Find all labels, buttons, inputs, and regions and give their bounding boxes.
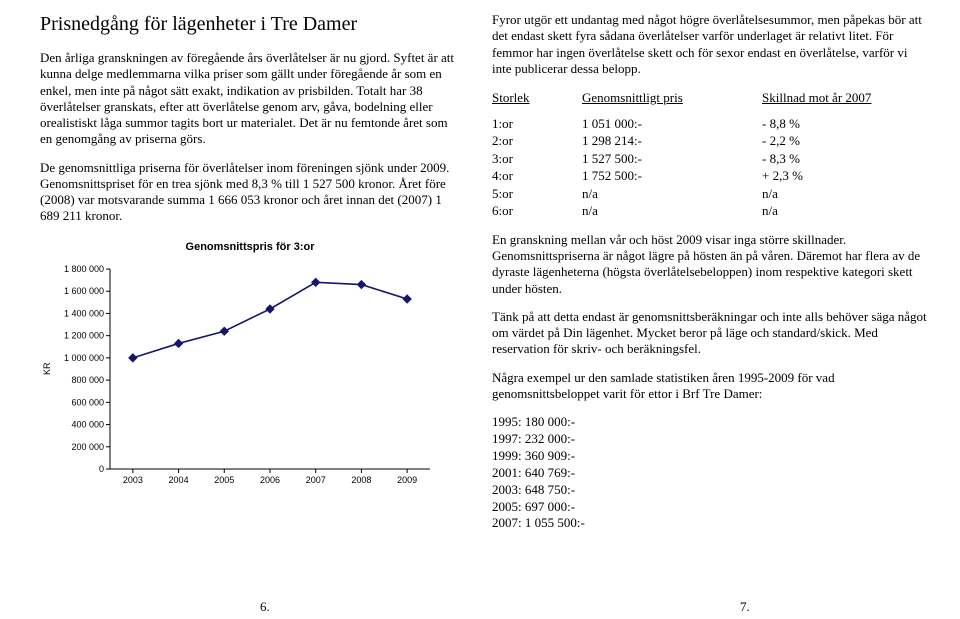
table-row: 4:or1 752 500:-+ 2,3 % xyxy=(492,167,930,185)
svg-text:1 800 000: 1 800 000 xyxy=(64,264,104,274)
right-paragraph-1: Fyror utgör ett undantag med något högre… xyxy=(492,12,930,77)
th-price: Genomsnittligt pris xyxy=(582,89,762,107)
table-row: 5:orn/an/a xyxy=(492,185,930,203)
table-row: 6:orn/an/a xyxy=(492,202,930,220)
td-diff: n/a xyxy=(762,185,922,203)
example-line: 2005: 697 000:- xyxy=(492,499,930,516)
example-line: 1999: 360 909:- xyxy=(492,448,930,465)
right-paragraph-3: Tänk på att detta endast är genomsnittsb… xyxy=(492,309,930,358)
left-paragraph-2: De genomsnittliga priserna för överlåtel… xyxy=(40,160,460,225)
chart-title: Genomsnittspris för 3:or xyxy=(40,241,460,253)
page-title: Prisnedgång för lägenheter i Tre Damer xyxy=(40,12,460,36)
table-row: 3:or1 527 500:-- 8,3 % xyxy=(492,150,930,168)
right-paragraph-4: Några exempel ur den samlade statistiken… xyxy=(492,370,930,403)
svg-text:600 000: 600 000 xyxy=(71,397,104,407)
td-price: 1 298 214:- xyxy=(582,132,762,150)
table-row: 1:or1 051 000:-- 8,8 % xyxy=(492,115,930,133)
td-size: 2:or xyxy=(492,132,582,150)
td-diff: - 8,3 % xyxy=(762,150,922,168)
example-line: 1997: 232 000:- xyxy=(492,431,930,448)
svg-text:800 000: 800 000 xyxy=(71,375,104,385)
td-size: 4:or xyxy=(492,167,582,185)
td-price: 1 527 500:- xyxy=(582,150,762,168)
right-paragraph-2: En granskning mellan vår och höst 2009 v… xyxy=(492,232,930,297)
table-row: 2:or1 298 214:-- 2,2 % xyxy=(492,132,930,150)
chart-container: Genomsnittspris för 3:or KR 0 200 000 400 … xyxy=(40,241,460,491)
svg-text:1 000 000: 1 000 000 xyxy=(64,352,104,362)
svg-text:2004: 2004 xyxy=(169,475,189,485)
table-header-row: Storlek Genomsnittligt pris Skillnad mot… xyxy=(492,89,930,107)
svg-text:2005: 2005 xyxy=(214,475,234,485)
svg-text:2003: 2003 xyxy=(123,475,143,485)
svg-text:1 400 000: 1 400 000 xyxy=(64,308,104,318)
svg-text:0: 0 xyxy=(99,464,104,474)
td-price: n/a xyxy=(582,185,762,203)
example-line: 1995: 180 000:- xyxy=(492,414,930,431)
svg-text:200 000: 200 000 xyxy=(71,441,104,451)
td-size: 5:or xyxy=(492,185,582,203)
svg-text:1 600 000: 1 600 000 xyxy=(64,286,104,296)
example-line: 2003: 648 750:- xyxy=(492,482,930,499)
td-price: n/a xyxy=(582,202,762,220)
svg-text:2007: 2007 xyxy=(306,475,326,485)
td-price: 1 752 500:- xyxy=(582,167,762,185)
td-diff: - 8,8 % xyxy=(762,115,922,133)
svg-text:1 200 000: 1 200 000 xyxy=(64,330,104,340)
th-diff: Skillnad mot år 2007 xyxy=(762,89,922,107)
examples-list: 1995: 180 000:-1997: 232 000:-1999: 360 … xyxy=(492,414,930,532)
th-size: Storlek xyxy=(492,89,582,107)
price-table: Storlek Genomsnittligt pris Skillnad mot… xyxy=(492,89,930,220)
td-diff: n/a xyxy=(762,202,922,220)
left-paragraph-1: Den årliga granskningen av föregående år… xyxy=(40,50,460,148)
line-chart: 0 200 000 400 000 600 000 800 000 1 000 000 1 … xyxy=(52,259,452,491)
svg-text:2009: 2009 xyxy=(397,475,417,485)
td-price: 1 051 000:- xyxy=(582,115,762,133)
example-line: 2001: 640 769:- xyxy=(492,465,930,482)
page-number-right: 7. xyxy=(740,599,750,615)
td-diff: + 2,3 % xyxy=(762,167,922,185)
td-size: 1:or xyxy=(492,115,582,133)
td-size: 6:or xyxy=(492,202,582,220)
svg-text:400 000: 400 000 xyxy=(71,419,104,429)
example-line: 2007: 1 055 500:- xyxy=(492,515,930,532)
td-size: 3:or xyxy=(492,150,582,168)
svg-text:2008: 2008 xyxy=(351,475,371,485)
td-diff: - 2,2 % xyxy=(762,132,922,150)
chart-y-axis-label: KR xyxy=(40,259,52,479)
page-number-left: 6. xyxy=(260,599,270,615)
svg-text:2006: 2006 xyxy=(260,475,280,485)
